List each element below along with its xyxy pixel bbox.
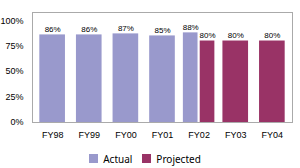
svg-text:FY00: FY00 bbox=[115, 130, 137, 140]
svg-text:80%: 80% bbox=[264, 31, 280, 40]
svg-text:80%: 80% bbox=[228, 31, 244, 40]
svg-text:FY01: FY01 bbox=[152, 130, 174, 140]
html-text:Actual: Actual bbox=[103, 151, 133, 166]
svg-text:80%: 80% bbox=[200, 31, 216, 40]
svg-text:85%: 85% bbox=[154, 26, 170, 35]
svg-text:75%: 75% bbox=[5, 41, 23, 51]
svg-text:87%: 87% bbox=[118, 24, 134, 33]
svg-text:88%: 88% bbox=[183, 23, 199, 32]
svg-text:86%: 86% bbox=[45, 25, 61, 34]
svg-text:FY04: FY04 bbox=[262, 130, 284, 140]
svg-text:0%: 0% bbox=[10, 117, 23, 127]
svg-text:86%: 86% bbox=[81, 25, 97, 34]
svg-text:FY02: FY02 bbox=[188, 130, 210, 140]
svg-text:100%: 100% bbox=[0, 16, 23, 26]
html-text:Projected: Projected bbox=[156, 151, 201, 166]
svg-text:25%: 25% bbox=[5, 92, 23, 102]
svg-text:FY03: FY03 bbox=[225, 130, 247, 140]
svg-text:50%: 50% bbox=[5, 66, 23, 76]
svg-text:FY98: FY98 bbox=[42, 130, 64, 140]
svg-text:FY99: FY99 bbox=[79, 130, 101, 140]
